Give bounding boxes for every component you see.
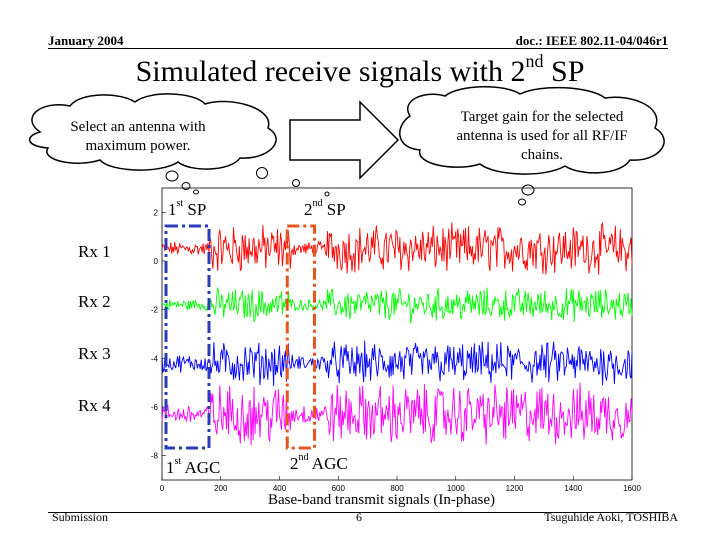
y-tick-label: 2 xyxy=(154,208,159,217)
agc2-num: 2 xyxy=(290,454,299,473)
y-tick-label: -8 xyxy=(151,452,159,461)
trace-rx-4 xyxy=(161,382,633,446)
header-rule xyxy=(48,48,668,49)
sp1-num: 1 xyxy=(168,200,177,219)
cloud-left xyxy=(29,93,277,195)
x-tick-label: 600 xyxy=(332,484,346,493)
bubble-dot xyxy=(324,191,330,197)
first-sp-label: 1st SP xyxy=(168,198,207,220)
sp1-sup: st xyxy=(176,198,184,210)
trace-rx-3 xyxy=(161,340,633,387)
footer-rule xyxy=(48,512,668,513)
agc1-rest: AGC xyxy=(181,458,221,477)
agc1-num: 1 xyxy=(166,458,175,477)
first-agc-label: 1st AGC xyxy=(166,456,221,478)
title-main: Simulated receive signals with 2 xyxy=(135,55,526,88)
x-tick-label: 800 xyxy=(390,484,404,493)
x-tick-label: 400 xyxy=(273,484,287,493)
x-tick-label: 0 xyxy=(160,484,165,493)
agc1-sup: st xyxy=(174,456,182,468)
agc2-sup: nd xyxy=(298,452,309,464)
bubble-dot xyxy=(256,167,268,179)
header-doc-id: doc.: IEEE 802.11-04/046r1 xyxy=(515,33,668,48)
second-sp-box xyxy=(285,224,316,450)
cloud-right xyxy=(399,86,665,206)
y-tick-label: -6 xyxy=(151,403,159,412)
title-tail: SP xyxy=(543,55,585,88)
callout-right-text: Target gain for the selected antenna is … xyxy=(456,109,628,163)
y-tick-label: 0 xyxy=(154,257,159,266)
x-axis-caption: Base-band transmit signals (In-phase) xyxy=(268,492,496,508)
x-tick-label: 200 xyxy=(214,484,228,493)
x-tick-label: 1000 xyxy=(447,484,465,493)
sp2-sup: nd xyxy=(312,198,323,210)
trace-rx-2 xyxy=(161,287,633,324)
callout-left-text: Select an antenna with maximum power. xyxy=(70,119,206,154)
sp1-rest: SP xyxy=(183,200,207,219)
agc2-rest: AGC xyxy=(308,454,348,473)
right-arrow-icon xyxy=(289,100,400,180)
sp2-rest: SP xyxy=(322,200,346,219)
footer-submission: Submission xyxy=(52,510,109,524)
first-sp-box xyxy=(164,224,211,450)
second-agc-label: 2nd AGC xyxy=(290,452,348,474)
bubble-dot xyxy=(292,179,300,187)
y-tick-label: -4 xyxy=(151,354,159,363)
title-sup: nd xyxy=(525,51,544,71)
header-date: January 2004 xyxy=(48,33,124,48)
rx-label-3: Rx 3 xyxy=(78,344,111,363)
x-tick-label: 1600 xyxy=(623,484,641,493)
rx-label-1: Rx 1 xyxy=(78,242,111,261)
y-tick-label: -2 xyxy=(151,306,159,315)
trace-rx-1 xyxy=(161,221,633,275)
footer-page-number: 6 xyxy=(356,510,362,524)
x-tick-label: 1200 xyxy=(506,484,524,493)
x-tick-label: 1400 xyxy=(564,484,582,493)
rx-label-4: Rx 4 xyxy=(78,396,111,415)
sp2-num: 2 xyxy=(304,200,313,219)
rx-label-2: Rx 2 xyxy=(78,292,111,311)
slide-title: Simulated receive signals with 2nd SP xyxy=(0,51,720,89)
second-sp-label: 2nd SP xyxy=(304,198,346,220)
footer-author: Tsuguhide Aoki, TOSHIBA xyxy=(544,510,678,524)
